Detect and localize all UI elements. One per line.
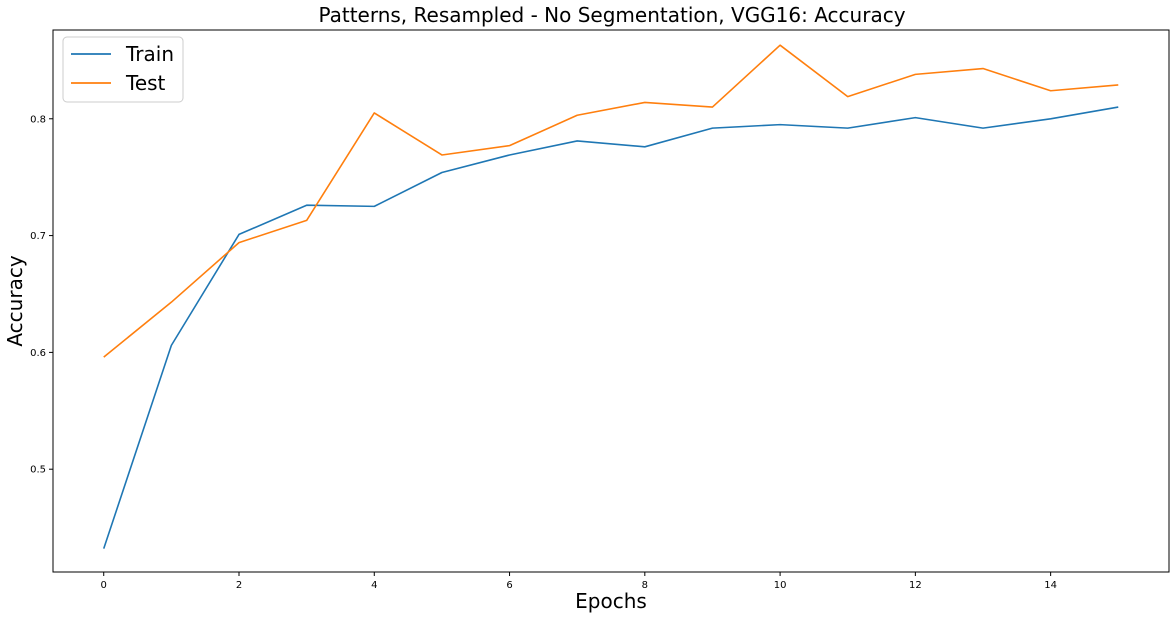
axis-ticks: 0 2 4 6 8 10 12 14 0.5 0.6 0.7 0.8 — [30, 114, 1057, 591]
y-tick-label: 0.8 — [30, 114, 46, 125]
x-tick-label: 14 — [1044, 580, 1057, 591]
y-axis-label: Accuracy — [3, 255, 27, 346]
series-lines — [102, 44, 1119, 549]
x-tick-label: 2 — [236, 580, 242, 591]
chart-title: Patterns, Resampled - No Segmentation, V… — [318, 3, 905, 27]
y-tick-label: 0.6 — [30, 348, 46, 359]
x-tick-label: 10 — [774, 580, 787, 591]
x-tick-label: 4 — [371, 580, 377, 591]
series-line-test — [103, 44, 1119, 358]
x-tick-label: 6 — [506, 580, 512, 591]
y-tick-label: 0.7 — [30, 231, 46, 242]
series-line-train — [102, 106, 1119, 549]
legend-label-train: Train — [125, 42, 174, 66]
plot-frame — [52, 29, 1170, 573]
y-tick-label: 0.5 — [30, 465, 46, 476]
x-tick-label: 8 — [642, 580, 648, 591]
x-axis-label: Epochs — [575, 589, 647, 613]
legend: Train Test — [62, 36, 184, 103]
x-tick-label: 0 — [101, 580, 107, 591]
x-tick-label: 12 — [909, 580, 922, 591]
legend-label-test: Test — [125, 71, 166, 95]
